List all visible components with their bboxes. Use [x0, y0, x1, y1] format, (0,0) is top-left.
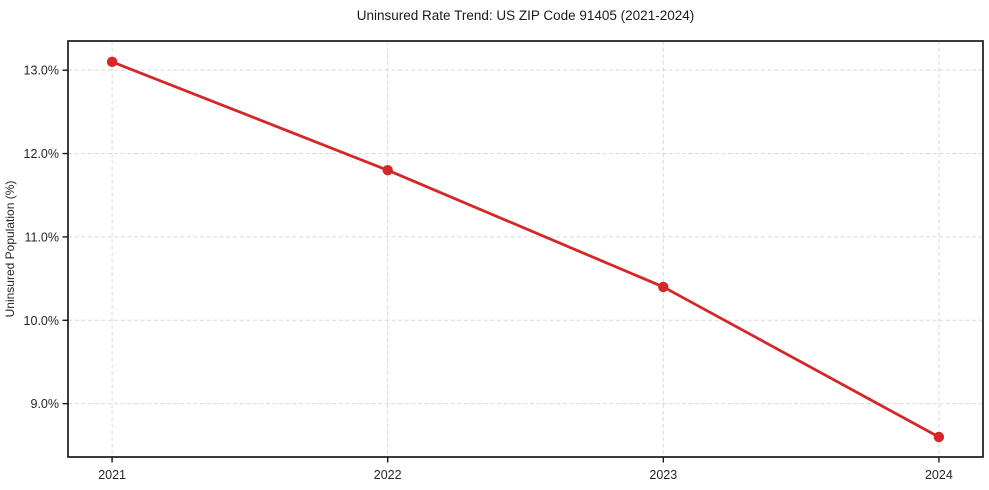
x-tick-label: 2021: [98, 468, 126, 482]
data-point-marker: [933, 431, 945, 443]
y-tick-label: 12.0%: [24, 147, 59, 161]
data-point-marker: [382, 165, 393, 176]
data-point-marker: [658, 281, 669, 293]
y-tick-label: 13.0%: [24, 64, 59, 78]
chart-title: Uninsured Rate Trend: US ZIP Code 91405 …: [357, 8, 694, 23]
y-tick-label: 10.0%: [24, 314, 59, 328]
plot-area: 2021 2022 2023 2024 9.0% 10.0% 11.0% 12.0% 13.0%: [24, 40, 984, 482]
axes-box: [67, 40, 984, 458]
y-tick-label: 9.0%: [31, 397, 60, 411]
y-tick-label: 11.0%: [24, 230, 59, 244]
y-axis-label: Uninsured Population (%): [3, 181, 17, 318]
trend-line: [110, 60, 941, 439]
x-tick-label: 2022: [374, 468, 402, 482]
x-tick-label: 2024: [925, 468, 953, 482]
data-point-marker: [106, 56, 118, 68]
x-tick-label: 2023: [649, 468, 677, 482]
